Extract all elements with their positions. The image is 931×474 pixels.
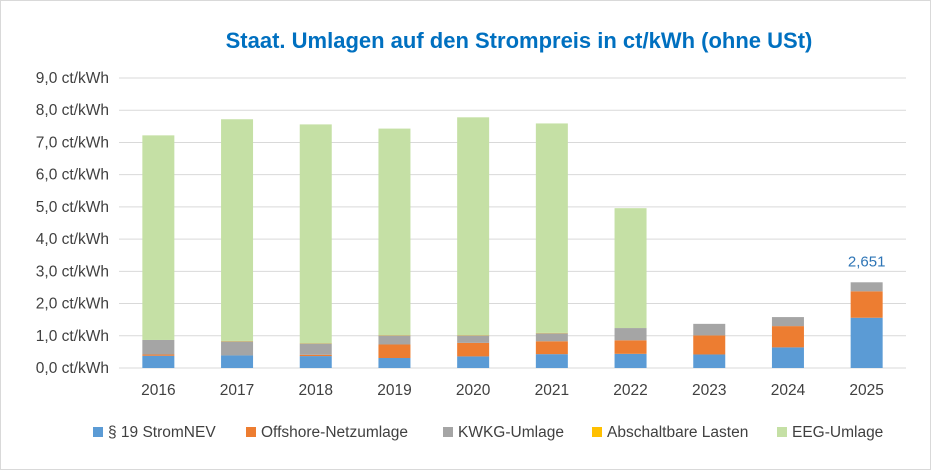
bar-segment <box>457 356 489 368</box>
data-label: 2,651 <box>848 253 886 270</box>
bar-segment <box>378 129 410 336</box>
chart-title: Staat. Umlagen auf den Strompreis in ct/… <box>226 28 813 53</box>
bar-segment <box>615 354 647 368</box>
bar-segment <box>772 347 804 368</box>
bar-segment <box>772 326 804 347</box>
legend-label: Offshore-Netzumlage <box>261 424 408 441</box>
y-axis-tick-labels: 0,0 ct/kWh 1,0 ct/kWh 2,0 ct/kWh 3,0 ct/kWh… <box>36 70 109 377</box>
bar-segment <box>693 324 725 336</box>
bar-segment <box>142 356 174 368</box>
x-tick-label: 2022 <box>613 382 647 399</box>
bar-segment <box>142 354 174 355</box>
legend-swatch <box>777 427 787 437</box>
x-axis-tick-labels: 2016 2017 2018 2019 2020 2021 2022 2023 2024 2025 <box>141 382 884 399</box>
y-tick-label: 3,0 ct/kWh <box>36 263 109 280</box>
bar-segment <box>142 135 174 340</box>
x-tick-label: 2023 <box>692 382 726 399</box>
y-tick-label: 4,0 ct/kWh <box>36 231 109 248</box>
bar-segment <box>378 358 410 368</box>
y-tick-label: 7,0 ct/kWh <box>36 134 109 151</box>
legend-label: KWKG-Umlage <box>458 424 564 441</box>
legend-swatch <box>443 427 453 437</box>
bar-segment <box>615 328 647 340</box>
bar-segment <box>221 341 253 355</box>
bar-segment <box>457 117 489 335</box>
x-tick-label: 2021 <box>535 382 569 399</box>
bar-segment <box>851 291 883 317</box>
bar-segment <box>300 344 332 355</box>
legend-label: EEG-Umlage <box>792 424 883 441</box>
x-tick-label: 2016 <box>141 382 175 399</box>
bar-segment <box>457 335 489 342</box>
legend-swatch <box>592 427 602 437</box>
bar-segment <box>851 282 883 291</box>
bar-segment <box>615 340 647 354</box>
legend-label: § 19 StromNEV <box>108 424 216 441</box>
bar-segment <box>536 341 568 354</box>
legend: § 19 StromNEV Offshore-Netzumlage KWKG-Uml… <box>93 424 883 441</box>
bar-segment <box>142 340 174 355</box>
x-tick-label: 2019 <box>377 382 411 399</box>
bar-segment <box>300 124 332 343</box>
y-tick-label: 0,0 ct/kWh <box>36 360 109 377</box>
bar-segment <box>378 335 410 344</box>
legend-label: Abschaltbare Lasten <box>607 424 748 441</box>
x-tick-label: 2024 <box>771 382 806 399</box>
x-tick-label: 2017 <box>220 382 254 399</box>
data-labels: 2,651 <box>848 253 886 270</box>
bar-segment <box>851 318 883 368</box>
bar-segment <box>693 335 725 354</box>
y-tick-label: 6,0 ct/kWh <box>36 167 109 184</box>
bar-segment <box>536 123 568 332</box>
y-tick-label: 8,0 ct/kWh <box>36 102 109 119</box>
bar-segment <box>693 354 725 368</box>
bar-segment <box>300 356 332 368</box>
bar-segment <box>457 343 489 357</box>
bar-segment <box>378 344 410 358</box>
bar-segment <box>536 354 568 368</box>
bar-segment <box>221 355 253 368</box>
x-tick-label: 2020 <box>456 382 491 399</box>
y-tick-label: 5,0 ct/kWh <box>36 199 109 216</box>
bars <box>142 117 882 368</box>
y-tick-label: 2,0 ct/kWh <box>36 296 109 313</box>
bar-segment <box>221 119 253 341</box>
x-tick-label: 2018 <box>299 382 333 399</box>
bar-segment <box>300 355 332 356</box>
y-tick-label: 9,0 ct/kWh <box>36 70 109 87</box>
bar-segment <box>615 208 647 328</box>
y-tick-label: 1,0 ct/kWh <box>36 328 109 345</box>
bar-segment <box>772 317 804 326</box>
legend-swatch <box>246 427 256 437</box>
x-tick-label: 2025 <box>849 382 883 399</box>
bar-segment <box>536 333 568 341</box>
legend-swatch <box>93 427 103 437</box>
